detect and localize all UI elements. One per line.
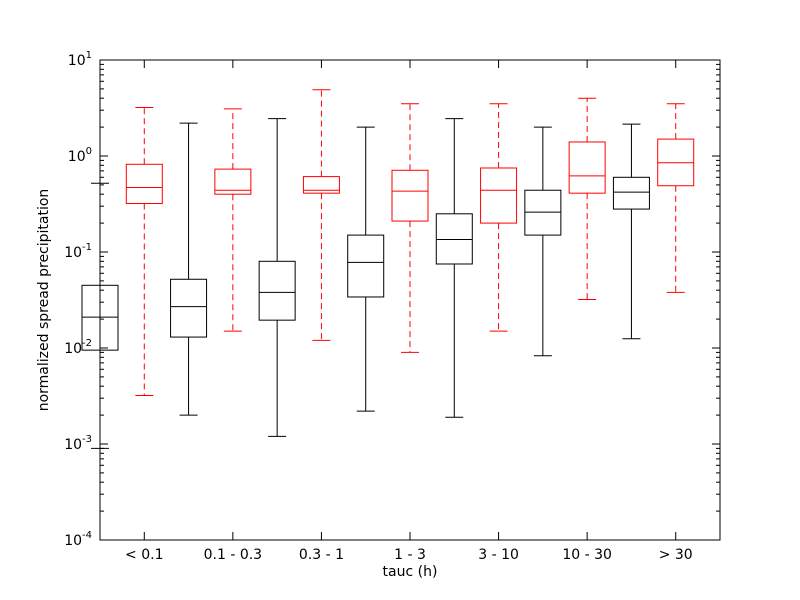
- iqr-box: [258, 260, 296, 321]
- x-tick-label: 3 - 10: [478, 547, 519, 563]
- iqr-box: [347, 234, 385, 298]
- box-1-3: [391, 103, 429, 353]
- iqr-box: [568, 141, 606, 194]
- box-1-4: [480, 103, 518, 332]
- box-0-6: [612, 123, 650, 340]
- boxes-layer: [81, 89, 695, 449]
- y-tick-label: 10-1: [64, 242, 92, 261]
- iqr-box: [302, 176, 340, 194]
- x-tick-label: > 30: [659, 547, 693, 563]
- plot-frame: [99, 59, 721, 541]
- box-0-5: [524, 126, 562, 357]
- x-tick-label: 1 - 3: [394, 547, 426, 563]
- box-1-1: [214, 108, 252, 332]
- iqr-box: [480, 167, 518, 224]
- iqr-box: [214, 168, 252, 195]
- iqr-box: [435, 213, 473, 265]
- y-tick-label: 100: [68, 146, 92, 165]
- y-tick-label: 10-3: [64, 434, 92, 453]
- x-axis-title: tauc (h): [383, 564, 438, 580]
- y-tick-label: 10-2: [64, 338, 92, 357]
- iqr-box: [170, 278, 208, 338]
- box-0-1: [170, 122, 208, 416]
- y-axis-title: normalized spread precipitation: [36, 189, 52, 412]
- y-tick-label: 10-4: [64, 530, 92, 549]
- iqr-box: [125, 163, 163, 205]
- iqr-box: [391, 169, 429, 222]
- box-0-3: [347, 126, 385, 412]
- x-tick-label: < 0.1: [125, 547, 163, 563]
- box-0-4: [435, 118, 473, 418]
- box-0-2: [258, 118, 296, 437]
- x-tick-label: 0.1 - 0.3: [204, 547, 262, 563]
- ticks-layer: 10-4 10-3 10-2 10-1 100 101 < 0.1 0.1 - 0.3 0.3 …: [64, 50, 720, 563]
- iqr-box: [612, 176, 650, 210]
- box-1-2: [302, 89, 340, 341]
- box-1-5: [568, 97, 606, 301]
- x-tick-label: 10 - 30: [562, 547, 612, 563]
- y-tick-label: 101: [68, 50, 92, 69]
- box-1-0: [125, 107, 163, 397]
- plot-area: [100, 60, 720, 540]
- box-1-6: [657, 103, 695, 293]
- x-tick-label: 0.3 - 1: [299, 547, 344, 563]
